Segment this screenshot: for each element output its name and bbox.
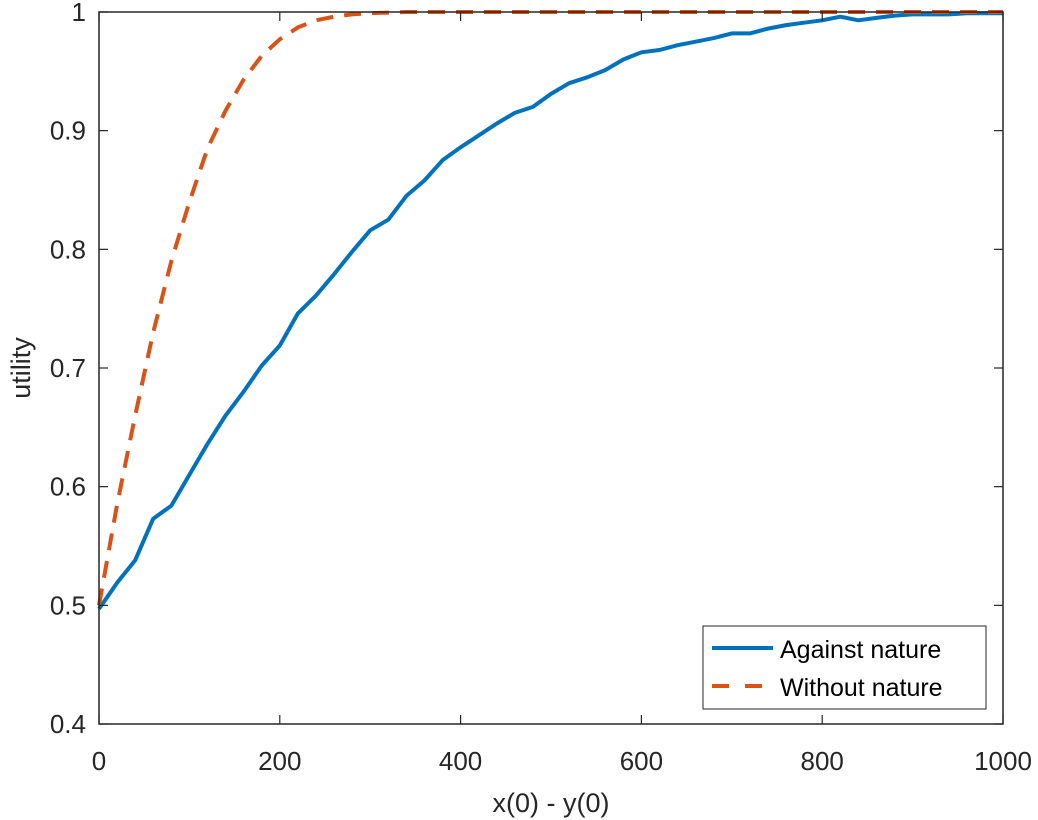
legend-box — [702, 625, 987, 710]
axis-ticks — [98, 11, 1004, 725]
x-tick-label: 200 — [258, 746, 301, 776]
y-tick-label: 0.4 — [50, 709, 86, 739]
x-tick-label: 0 — [92, 746, 106, 776]
plot-area-border — [98, 11, 1004, 725]
series-line-against-nature — [97, 11, 1003, 611]
y-axis-label: utility — [6, 337, 36, 399]
x-tick-label: 600 — [620, 746, 663, 776]
y-tick-label: 0.8 — [50, 234, 86, 264]
x-tick-label: 1000 — [974, 746, 1032, 776]
y-tick-label: 0.9 — [50, 116, 86, 146]
x-tick-label: 800 — [801, 746, 844, 776]
plot-lines — [97, 10, 1003, 611]
y-tick-label: 0.6 — [50, 472, 86, 502]
y-tick-label: 0.5 — [50, 590, 86, 620]
x-tick-label: 400 — [439, 746, 482, 776]
series-line-without-nature — [97, 10, 1003, 606]
legend-label-without-nature: Without nature — [780, 674, 943, 702]
legend-label-against-nature: Against nature — [780, 636, 941, 664]
legend: Against nature Without nature — [702, 625, 987, 710]
y-tick-label: 1 — [72, 0, 86, 27]
x-axis-tick-labels: 0 200 400 600 800 1000 — [92, 746, 1032, 776]
x-axis-label: x(0) - y(0) — [493, 788, 610, 818]
y-axis-tick-labels: 0.4 0.5 0.6 0.7 0.8 0.9 1 — [50, 0, 86, 739]
y-tick-label: 0.7 — [50, 353, 86, 383]
